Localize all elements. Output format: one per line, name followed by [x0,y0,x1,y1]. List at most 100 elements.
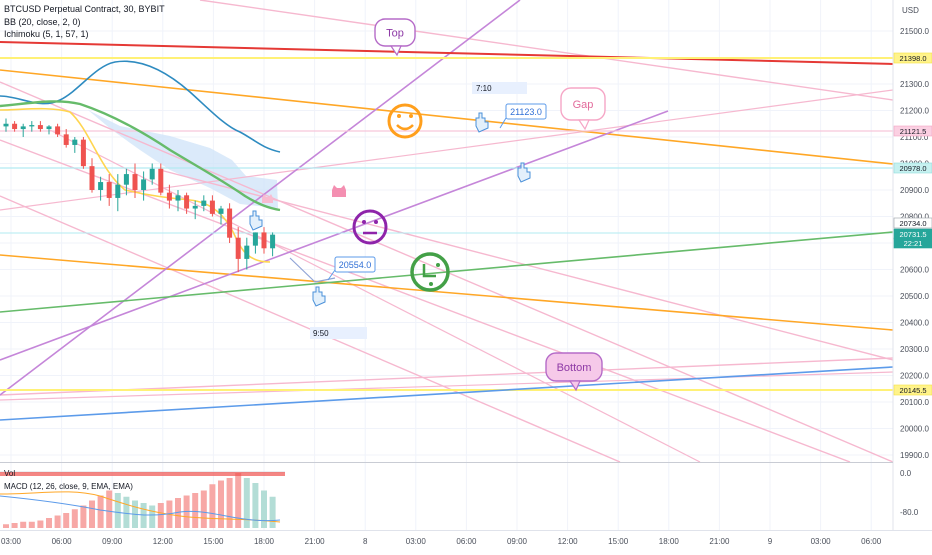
candle-body [106,182,112,198]
time-tick-label: 06:00 [861,537,882,546]
macd-histogram-bar [63,513,70,528]
price-tag [893,384,932,396]
trend-line [0,41,893,65]
time-tick-label: 12:00 [153,537,174,546]
time-tick-label: 18:00 [659,537,680,546]
time-tick-label: 09:00 [507,537,528,546]
pointer-hand-icon [312,286,326,307]
symbol-title[interactable]: BTCUSD Perpetual Contract, 30, BYBIT [4,4,165,14]
top-callout-text: Top [386,28,404,40]
price-tag-text: 22:21 [904,239,923,248]
price-tag-text: 21398.0 [899,54,926,63]
price-tick-label: 21200.0 [900,107,929,116]
trend-line [0,110,669,361]
candle-body [115,184,121,198]
price-tick-label: 20200.0 [900,372,929,381]
price-tag [893,217,932,229]
price-tick-label: 20900.0 [900,186,929,195]
time-tick-label: 03:00 [1,537,22,546]
macd-histogram-bar [175,498,181,528]
candle-body [158,168,164,193]
candle-body [46,126,52,130]
green-face-eye [429,282,433,286]
macd-histogram-bar [106,490,113,528]
macd-histogram-bar [200,490,207,528]
bb-indicator-legend[interactable]: BB (20, close, 2, 0) [4,17,81,27]
price-tag-text: 21121.5 [900,127,927,136]
candle-body [80,139,86,167]
candle-body [98,182,104,190]
candle-body [184,195,190,209]
time-tick-label: 06:00 [52,537,73,546]
candle-body [132,174,138,190]
price-tick-label: 20500.0 [900,292,929,301]
trend-line [0,357,893,396]
currency-label: USD [902,6,919,15]
candle-body [218,208,224,214]
price-tag-text: 20145.5 [899,386,926,395]
candle-body [252,232,258,246]
price-tag-text: 20734.0 [899,219,926,228]
neutral-face-eye [374,220,378,224]
macd-tick-label: 0.0 [900,469,912,478]
time-label-box [310,327,367,339]
price-label-text: 20554.0 [339,260,372,270]
macd-legend[interactable]: MACD (12, 26, close, 9, EMA, EMA) [4,482,133,491]
macd-histogram-bar [89,500,95,528]
candle-body [89,166,95,190]
price-tick-label: 20800.0 [900,213,929,222]
candle-body [149,168,155,180]
macd-histogram-bar [80,505,87,528]
macd-histogram-bar [123,496,130,528]
drawing-lines[interactable] [0,0,893,462]
ichimoku-indicator-legend[interactable]: Ichimoku (5, 1, 57, 1) [4,29,89,39]
macd-histogram-bar [3,524,9,528]
candle-body [192,205,198,209]
neutral-face-eye [362,220,366,224]
trend-line [0,371,893,401]
time-tick-label: 21:00 [709,537,730,546]
happy-face-eye [397,114,401,118]
macd-histogram-bar [140,503,147,528]
top-callout[interactable]: Top [374,18,416,57]
time-tick-label: 06:00 [456,537,477,546]
indicator-lines [0,60,281,263]
happy-face-eye [409,114,413,118]
price-label-box [334,256,376,273]
happy-face-icon [387,103,423,139]
candle-body [12,123,18,130]
volume-strip [0,472,285,476]
macd-histogram-bar [157,503,164,528]
price-tick-label: 21100.0 [900,133,929,142]
price-tick-label: 20300.0 [900,345,929,354]
bottom-callout[interactable]: Bottom [545,352,603,392]
candle-body [3,123,9,127]
macd-histogram-bar [11,523,18,528]
gap-callout[interactable]: Gap [560,87,606,131]
time-tick-label: 15:00 [608,537,629,546]
macd-histogram-bar [261,490,267,528]
macd-histogram-bar [226,478,233,528]
drawings[interactable]: Top Gap Bottom 21123.0 20554.0 7:10 9:50 [249,18,606,392]
macd-histogram-bar [37,520,44,528]
trend-line [199,0,893,101]
trend-line [0,0,521,396]
candles[interactable] [3,118,276,273]
gap-callout-tail [577,119,590,131]
volume-legend[interactable]: Vol [4,469,16,478]
time-tick-label: 03:00 [406,537,427,546]
top-callout-tail [389,45,402,57]
trend-line [289,257,316,283]
green-face-mouth [422,264,436,278]
cat-icon [262,194,273,203]
price-tag [893,162,932,174]
candle-body [29,125,35,127]
trend-line [0,366,893,421]
moving-average-line [0,100,281,212]
macd-histogram-bar [71,509,78,528]
candle-body [261,232,267,249]
time-tick-label: 15:00 [203,537,224,546]
